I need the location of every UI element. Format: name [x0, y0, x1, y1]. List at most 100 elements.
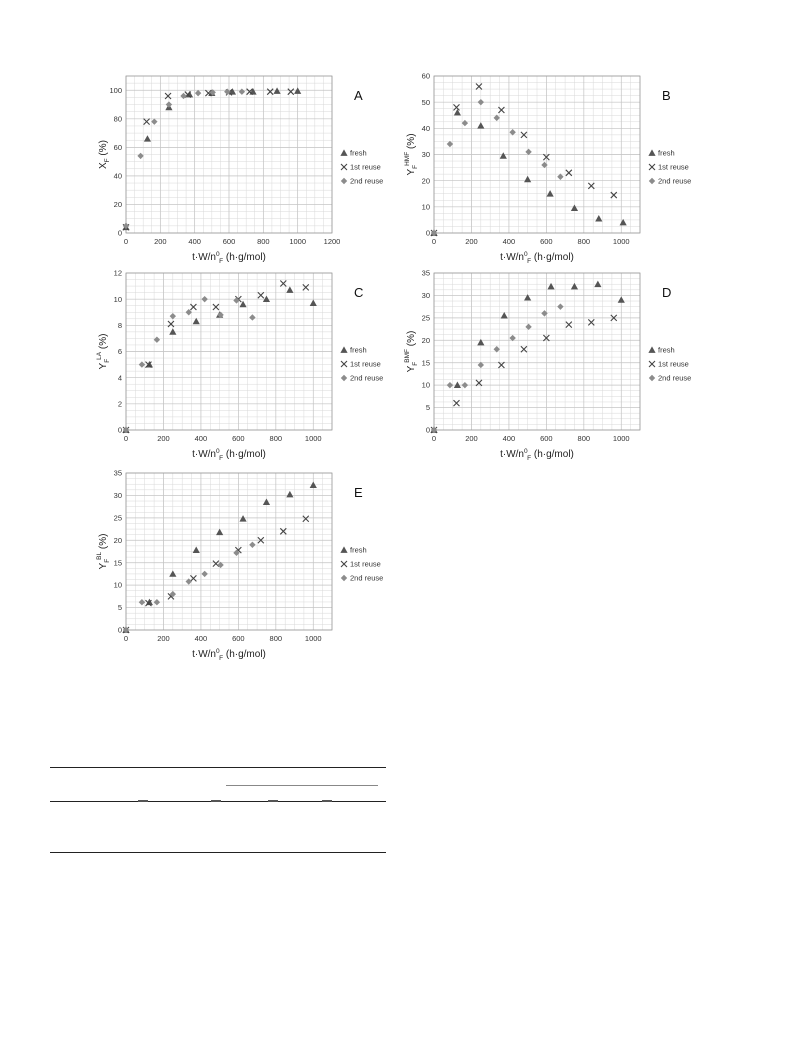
data-point: [587, 318, 595, 326]
x-tick-label: 400: [503, 434, 516, 443]
y-tick-label: 30: [422, 291, 430, 300]
data-point: [430, 229, 438, 237]
data-point: [610, 314, 618, 322]
legend-marker: [340, 163, 348, 171]
x-tick-label: 400: [195, 434, 208, 443]
x-tick-label: 800: [270, 434, 283, 443]
data-point: [212, 560, 220, 568]
data-point: [286, 490, 294, 498]
data-point: [279, 527, 287, 535]
data-point: [238, 88, 246, 95]
data-point: [143, 135, 152, 142]
y-tick-label: 60: [422, 72, 430, 81]
y-tick-label: 40: [422, 124, 430, 133]
data-point: [165, 101, 173, 108]
data-point: [546, 190, 554, 197]
legend-marker: [340, 360, 348, 368]
legend: fresh 1st reuse 2nd reuse: [340, 149, 383, 186]
chart-panel-b: 0 200 400 600 800 1000 0 10 20 30 40 50 60 t·W/n0F (h…: [404, 68, 718, 268]
gridlines: [125, 75, 333, 234]
data-point: [453, 381, 462, 389]
y-tick-label: 30: [114, 491, 122, 500]
y-tick-label: 0: [426, 426, 430, 435]
data-point: [205, 89, 212, 97]
x-tick-label: 200: [465, 237, 478, 246]
data-point: [153, 336, 161, 343]
legend-label: fresh: [350, 149, 367, 158]
data-point: [239, 515, 247, 522]
chart-d-svg: 0 200 400 600 800 1000 0 5 10 15 20 25 30 35 t·W/n0F (…: [404, 269, 691, 462]
legend: fresh 1st reuse 2nd reuse: [648, 346, 691, 383]
panel-letter: E: [354, 485, 363, 500]
legend-label: 2nd reuse: [350, 374, 383, 383]
data-point: [453, 104, 460, 111]
data-point: [430, 426, 438, 434]
table-column-mark: [268, 800, 278, 802]
legend-marker: [648, 374, 656, 382]
data-point: [557, 303, 564, 310]
data-point: [509, 334, 516, 342]
x-tick-label: 1000: [305, 634, 322, 643]
plot-area-border: [125, 272, 333, 431]
y-tick-label: 35: [422, 269, 430, 278]
chart-panel-d: 0 200 400 600 800 1000 0 5 10 15 20 25 30 35 t·W/n0F (…: [404, 265, 718, 465]
x-axis-title: t·W/n0F (h·g/mol): [192, 648, 266, 662]
legend-label: 2nd reuse: [658, 177, 691, 186]
data-point: [224, 88, 231, 95]
plot-area-border: [125, 472, 333, 631]
data-point: [547, 282, 555, 290]
data-point: [475, 83, 483, 90]
data-point: [217, 311, 224, 319]
chart-a-svg: 0 200 400 600 800 1000 1200 0 20 40 60 80 100 t·W/n0F…: [98, 75, 383, 265]
y-tick-label: 10: [114, 581, 122, 590]
data-points: [122, 87, 302, 231]
data-point: [610, 191, 618, 199]
legend-marker: [340, 574, 348, 582]
legend-marker: [340, 374, 348, 382]
data-point: [595, 215, 603, 222]
y-axis-title: YFLA (%): [96, 334, 111, 370]
legend-label: 2nd reuse: [658, 374, 691, 383]
data-point: [233, 297, 240, 304]
data-point: [500, 312, 508, 319]
y-tick-label: 0: [426, 229, 430, 238]
y-tick-label: 50: [422, 98, 430, 107]
table-column-mark: [211, 800, 221, 802]
y-tick-label: 25: [422, 313, 430, 322]
data-point: [273, 87, 281, 94]
legend-marker: [340, 546, 348, 553]
legend-label: 1st reuse: [658, 360, 689, 369]
data-point: [619, 218, 627, 226]
gridlines: [433, 272, 641, 431]
legend-marker: [648, 149, 656, 156]
x-tick-label: 400: [195, 634, 208, 643]
y-tick-label: 5: [118, 603, 122, 612]
legend-marker: [648, 360, 656, 368]
x-tick-label: 800: [578, 237, 591, 246]
y-tick-label: 8: [118, 321, 122, 330]
data-point: [185, 309, 192, 316]
x-tick-label: 1000: [613, 237, 630, 246]
chart-b-svg: 0 200 400 600 800 1000 0 10 20 30 40 50 60 t·W/n0F (h…: [404, 72, 691, 265]
chart-panel-e: 0 200 400 600 800 1000 0 5 10 15 20 25 30 35 t·W/n0F (…: [96, 465, 410, 665]
legend-marker: [340, 346, 348, 353]
x-tick-label: 600: [540, 434, 553, 443]
x-tick-label: 600: [540, 237, 553, 246]
data-point: [266, 88, 274, 96]
data-point: [524, 294, 532, 301]
x-tick-label: 200: [154, 237, 167, 246]
chart-e-svg: 0 200 400 600 800 1000 0 5 10 15 20 25 30 35 t·W/n0F (…: [96, 469, 383, 662]
plot-area-border: [433, 272, 641, 431]
legend-marker: [340, 149, 348, 156]
x-tick-label: 1200: [324, 237, 341, 246]
data-point: [169, 328, 177, 335]
data-point: [262, 498, 271, 506]
y-tick-label: 40: [114, 172, 122, 181]
series-1st-reuse: [122, 88, 295, 231]
data-point: [246, 88, 253, 96]
y-tick-label: 5: [426, 403, 430, 412]
legend-label: fresh: [350, 346, 367, 355]
data-point: [286, 286, 294, 293]
x-axis-title: t·W/n0F (h·g/mol): [500, 251, 574, 265]
y-tick-label: 20: [422, 176, 430, 185]
